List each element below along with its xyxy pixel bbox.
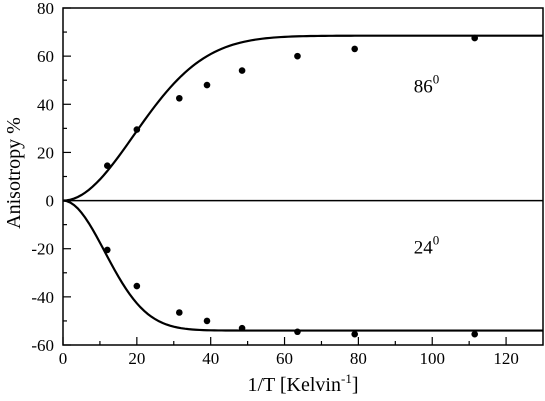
data-point (104, 162, 111, 169)
curve-label: 860 (414, 71, 440, 97)
data-point (471, 330, 478, 338)
fit-curve-2 (62, 199, 543, 332)
data-point (471, 34, 478, 42)
x-tick-label: 120 (493, 349, 519, 368)
fit-curve-1 (62, 34, 543, 202)
axis-ticks: 0 20 40 60 80 100 120 -60 -40 -20 0 20 40 60 80 (31, 0, 518, 368)
data-point (238, 324, 246, 332)
y-axis-title: Anisotropy % (3, 117, 25, 229)
y-tick-label: 40 (37, 95, 54, 114)
y-tick-label: -60 (31, 336, 54, 355)
y-tick-label: 60 (37, 47, 54, 66)
y-tick-label: 0 (46, 192, 55, 211)
x-tick-label: 80 (350, 349, 367, 368)
curve-label: 240 (414, 233, 440, 259)
x-tick-label: 40 (202, 349, 219, 368)
data-points (104, 34, 478, 338)
data-point (238, 67, 246, 74)
data-point (176, 309, 183, 316)
data-point (351, 45, 358, 53)
x-axis-title-sup: -1 (341, 371, 352, 386)
plot-area (62, 7, 544, 346)
data-point (133, 126, 141, 133)
x-axis-title: 1/T [Kelvin-1] (247, 371, 358, 396)
x-tick-label: 60 (276, 349, 293, 368)
data-point (294, 52, 301, 60)
data-point (351, 330, 358, 338)
annotations: 860 240 (414, 71, 440, 258)
x-axis-title-main: 1/T [Kelvin (247, 374, 341, 396)
data-point (104, 246, 111, 254)
y-tick-label: 20 (37, 143, 54, 162)
x-tick-label: 20 (128, 349, 145, 368)
data-point (294, 328, 301, 336)
data-point (133, 282, 141, 290)
x-axis-title-suffix: ] (352, 374, 359, 396)
y-tick-label: 80 (37, 0, 54, 18)
data-point (203, 317, 211, 325)
data-point (203, 81, 211, 89)
x-tick-label: 100 (419, 349, 445, 368)
x-tick-label: 0 (59, 349, 68, 368)
y-tick-label: -40 (31, 288, 54, 307)
fit-curves (62, 34, 543, 332)
y-tick-label: -20 (31, 240, 54, 259)
plot-frame (62, 7, 544, 346)
data-point (176, 94, 183, 102)
